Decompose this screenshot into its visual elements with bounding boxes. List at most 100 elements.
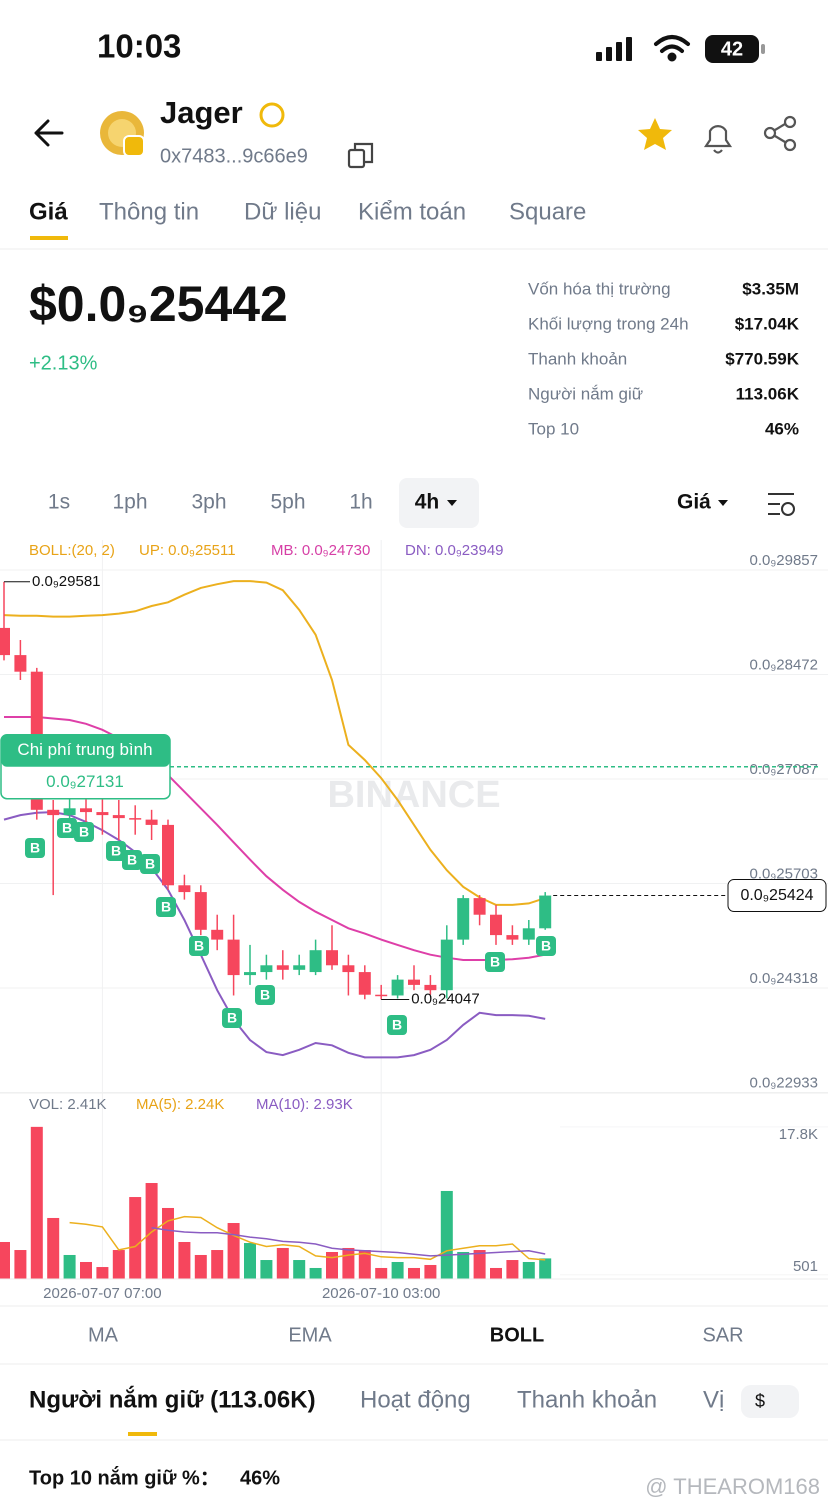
buy-marker [106, 841, 126, 861]
volume-bar [162, 1207, 174, 1279]
volume-bar [326, 1251, 338, 1279]
legend-item: MA(10): 2.93K [256, 1096, 353, 1113]
tab[interactable]: Kiểm toán [358, 198, 466, 225]
tab[interactable]: Dữ liệu [244, 198, 321, 225]
buy-marker [222, 1008, 242, 1028]
stat-value: 46% [765, 419, 799, 438]
timeframe[interactable]: 3ph [191, 491, 226, 514]
timeframe[interactable]: 5ph [270, 491, 305, 514]
min-label: 0.0₉24047 [411, 990, 480, 1007]
buy-marker-text: B [79, 824, 89, 840]
price: $0.0₉25442 [29, 276, 288, 332]
volume-bar [244, 1243, 256, 1279]
candle-body [0, 627, 10, 656]
buy-marker [255, 985, 275, 1005]
signal-icon [596, 37, 632, 61]
tab[interactable]: Thông tin [99, 198, 199, 225]
x-tick-label: 2026-07-10 03:00 [322, 1285, 440, 1302]
bottom-tab[interactable]: Vị [703, 1386, 724, 1413]
timeframe[interactable]: 1ph [112, 491, 147, 514]
candle-body [358, 972, 371, 995]
buy-marker [57, 818, 77, 838]
tab[interactable]: Giá [29, 198, 68, 225]
buy-marker [122, 850, 142, 870]
buy-marker [25, 838, 45, 858]
candle-body [80, 808, 92, 813]
bottom-tab[interactable]: Hoạt động [360, 1386, 471, 1413]
avg-cost-header [1, 734, 170, 767]
buy-marker-text: B [30, 840, 40, 856]
buy-marker [387, 1015, 407, 1035]
bottom-tab[interactable]: Thanh khoản [517, 1386, 657, 1413]
candle-body [522, 928, 535, 940]
buy-marker [189, 936, 209, 956]
timeframe[interactable]: 4h [415, 491, 440, 514]
volume-bar [194, 1254, 207, 1279]
clock: 10:03 [97, 28, 181, 65]
volume-bar [112, 1250, 125, 1279]
y-tick-label: 0.0₉28472 [749, 656, 818, 673]
share-button[interactable] [763, 115, 797, 152]
volume-ma-line [69, 1215, 546, 1261]
candle-body [375, 994, 388, 997]
y-tick-label: 501 [793, 1258, 818, 1275]
buy-marker-text: B [127, 852, 137, 868]
indicator-tab[interactable]: SAR [702, 1324, 743, 1346]
buy-marker [156, 897, 176, 917]
legend-item: UP: 0.0₉25511 [139, 542, 236, 559]
candle-body [326, 950, 338, 966]
candle-body [342, 965, 355, 973]
legend-item: MA(5): 2.24K [136, 1096, 224, 1113]
volume-bar [178, 1241, 191, 1279]
volume-bar [227, 1223, 240, 1279]
indicator-tab[interactable]: MA [88, 1324, 119, 1346]
stat-label: Thanh khoản [528, 349, 627, 368]
volume-bar [408, 1267, 420, 1279]
indicator-tab[interactable]: BOLL [490, 1324, 544, 1346]
volume-bar [293, 1260, 306, 1279]
alert-button[interactable] [703, 125, 733, 154]
candle-body [506, 935, 519, 940]
back-button[interactable] [34, 119, 64, 147]
dropdown-caret [718, 500, 728, 506]
candle-body [490, 914, 502, 936]
indicator-tab[interactable]: EMA [288, 1324, 332, 1346]
last-price-box [727, 879, 827, 913]
candle-body [473, 898, 486, 915]
chart-settings-button[interactable] [768, 493, 795, 516]
volume-bar [30, 1126, 43, 1279]
buy-marker-text: B [227, 1010, 237, 1026]
bottom-tab[interactable]: Người nắm giữ (113.06K) [29, 1385, 316, 1413]
currency-toggle[interactable] [741, 1385, 799, 1418]
y-tick-label: 0.0₉25703 [749, 865, 818, 882]
candle-body [457, 898, 470, 940]
boll-line [3, 811, 546, 1059]
buy-marker-text: B [194, 938, 204, 954]
volume-bar [506, 1260, 519, 1279]
currency[interactable]: $ [755, 1391, 765, 1411]
copy-button[interactable] [347, 142, 374, 169]
candle-body [194, 892, 207, 930]
buy-marker [140, 854, 160, 874]
tab[interactable]: Square [509, 198, 586, 225]
dropdown-caret [447, 500, 457, 506]
tab-indicator [128, 1432, 157, 1436]
timeframe[interactable]: 1h [349, 491, 372, 514]
volume-bar [309, 1267, 322, 1279]
timeframe[interactable]: 1s [48, 491, 70, 514]
candle-body [162, 824, 174, 886]
candle-body [244, 972, 256, 976]
candle-body [145, 819, 158, 825]
candle-body [211, 929, 224, 940]
price-toggle[interactable]: Giá [677, 491, 711, 514]
volume-bar [276, 1247, 289, 1279]
candle-body [539, 895, 552, 929]
buy-marker-text: B [392, 1017, 402, 1033]
battery-icon [705, 35, 759, 63]
favorite-button[interactable] [638, 118, 672, 150]
battery-level: 42 [721, 38, 743, 60]
candle-body [227, 939, 240, 976]
volume-bar [358, 1250, 371, 1279]
